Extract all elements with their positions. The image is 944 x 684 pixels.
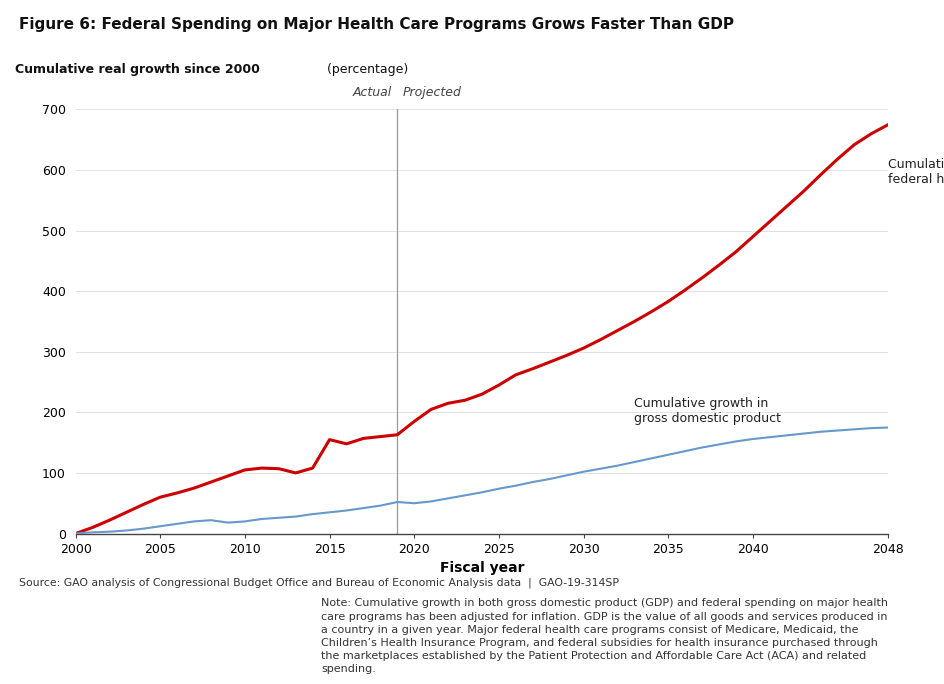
Text: Cumulative growth in major
federal health programs: Cumulative growth in major federal healt… <box>887 158 944 186</box>
Text: Figure 6: Federal Spending on Major Health Care Programs Grows Faster Than GDP: Figure 6: Federal Spending on Major Heal… <box>19 17 733 32</box>
Text: Projected: Projected <box>402 86 461 98</box>
Text: Cumulative real growth since 2000: Cumulative real growth since 2000 <box>15 62 260 75</box>
X-axis label: Fiscal year: Fiscal year <box>439 561 524 575</box>
Text: Cumulative growth in
gross domestic product: Cumulative growth in gross domestic prod… <box>633 397 781 425</box>
Text: (percentage): (percentage) <box>323 62 408 75</box>
Text: Actual: Actual <box>353 86 392 98</box>
Text: Note: Cumulative growth in both gross domestic product (GDP) and federal spendin: Note: Cumulative growth in both gross do… <box>321 598 887 674</box>
Text: Source: GAO analysis of Congressional Budget Office and Bureau of Economic Analy: Source: GAO analysis of Congressional Bu… <box>19 578 618 588</box>
